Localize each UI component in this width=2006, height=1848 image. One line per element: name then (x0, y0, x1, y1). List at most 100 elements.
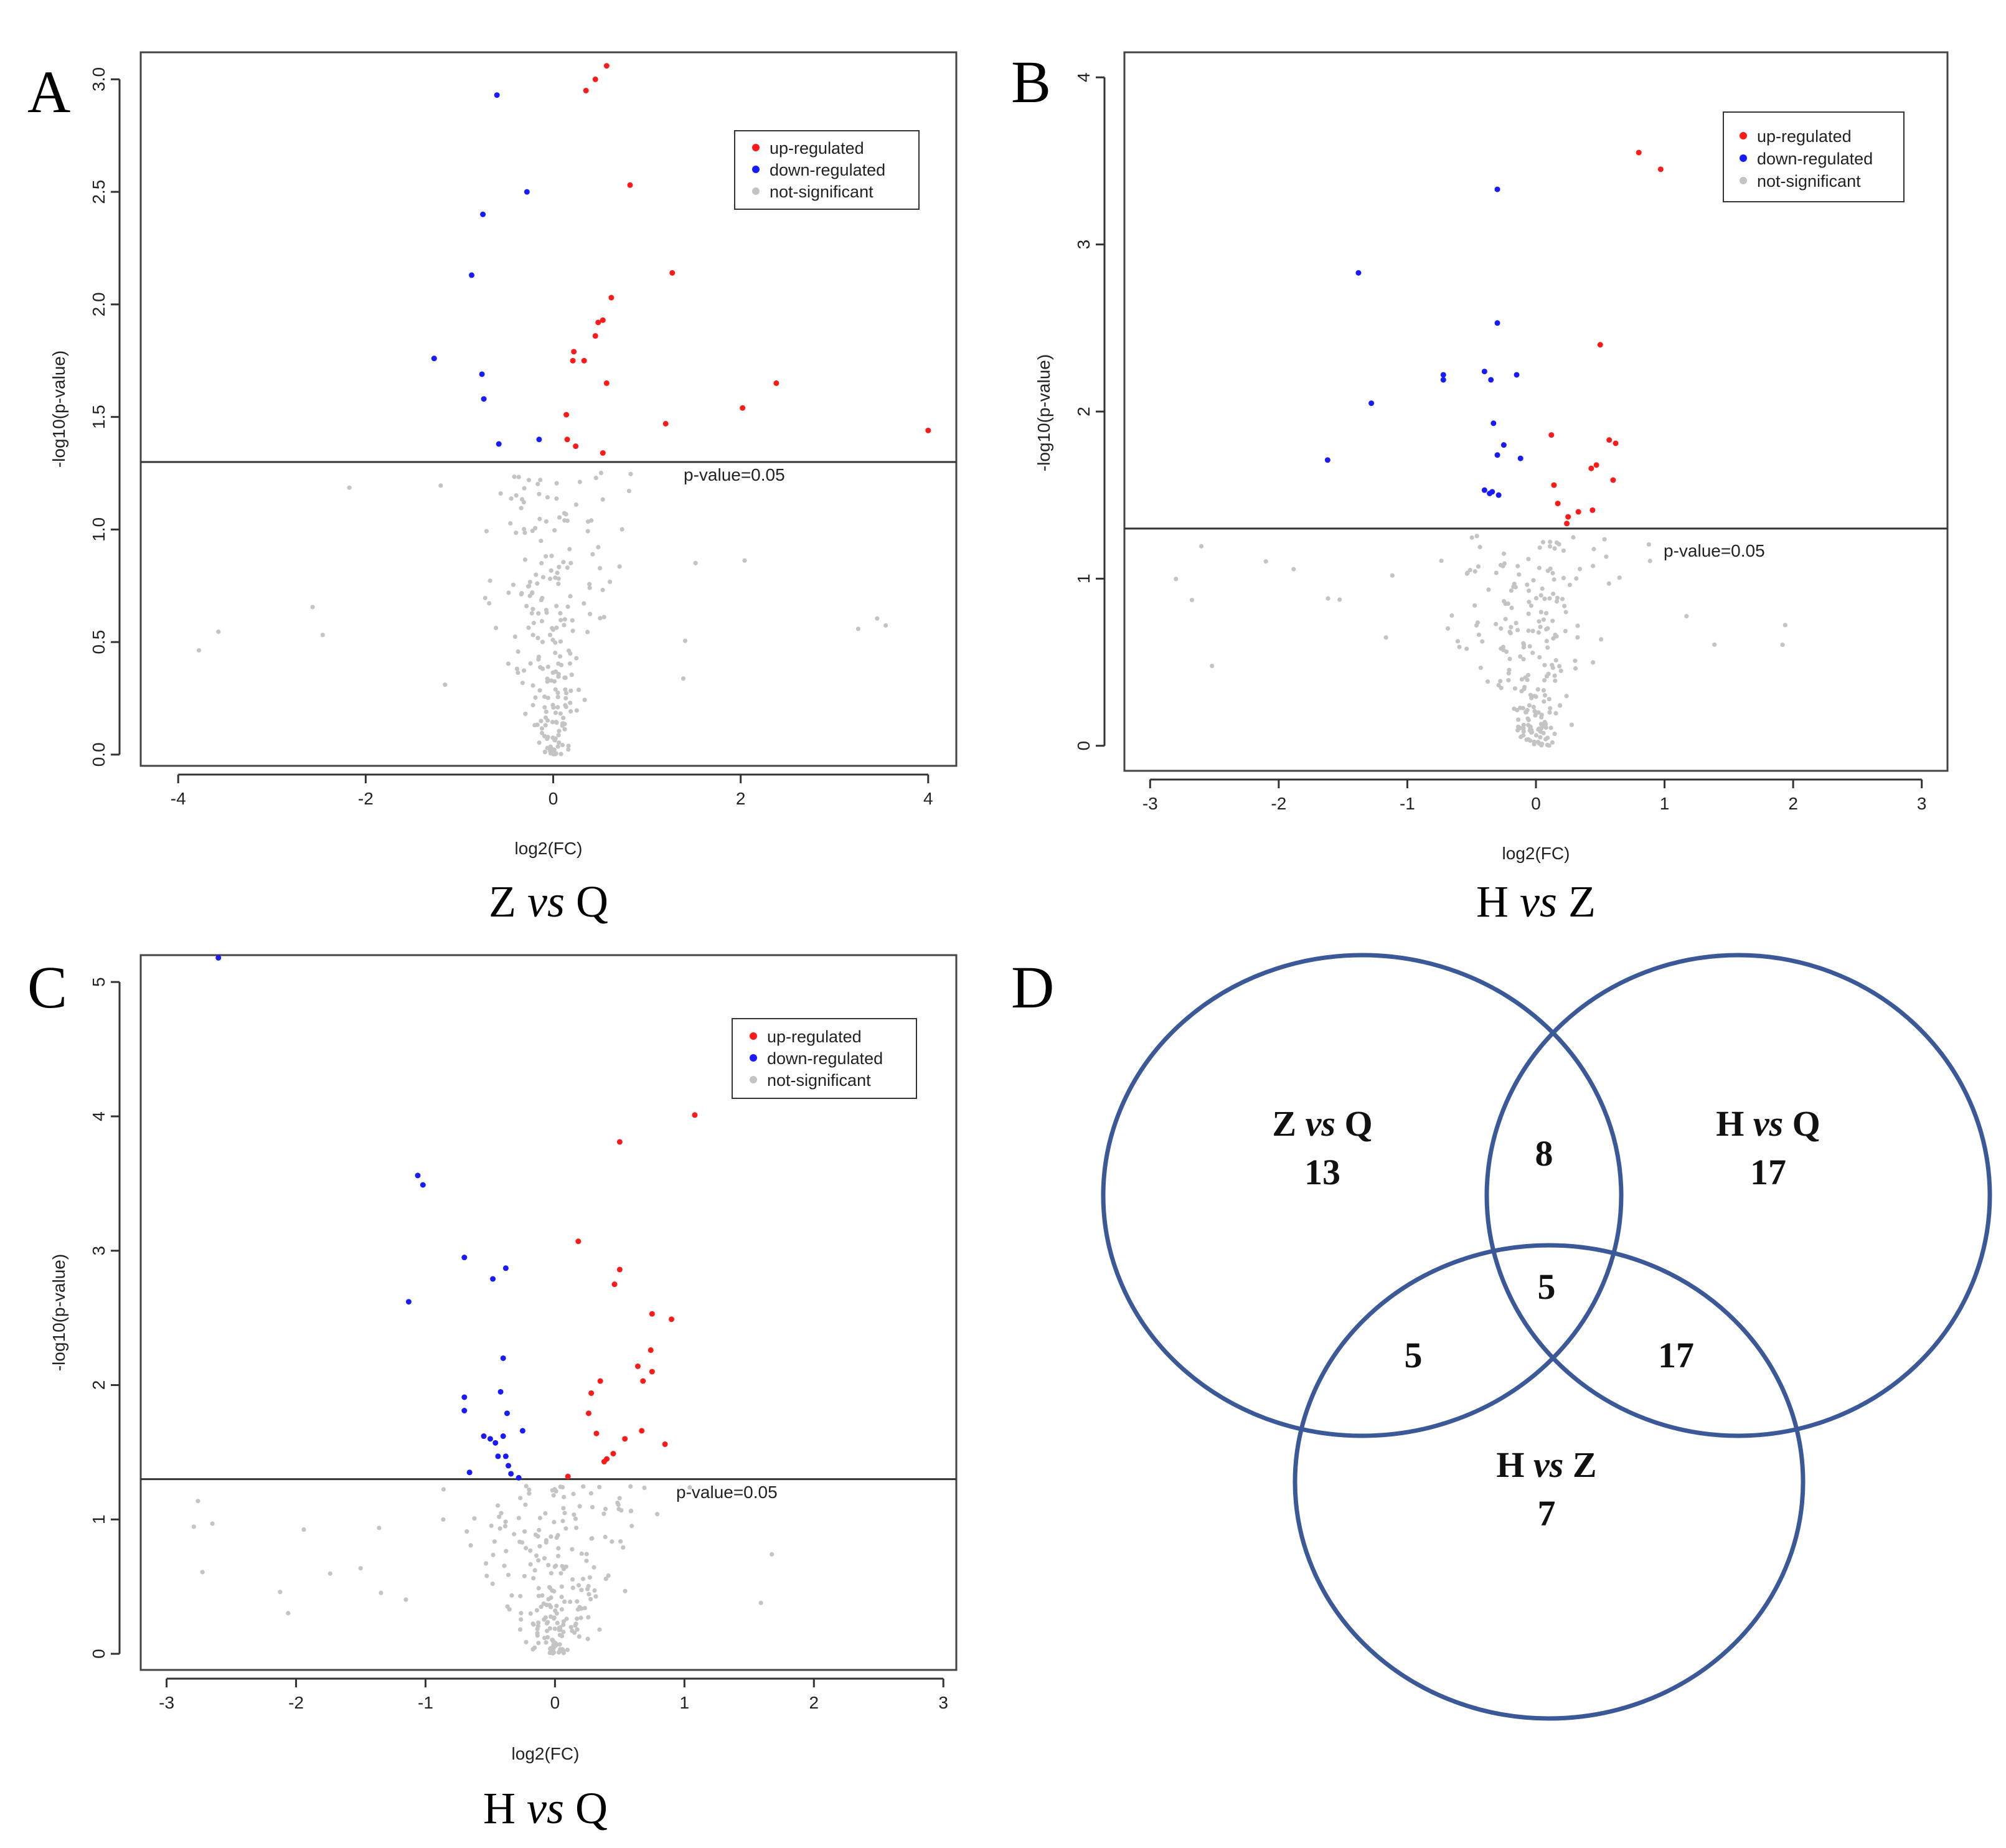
panel-a-ns-point (557, 515, 562, 520)
panel-a-ns-point (883, 623, 888, 628)
panel-b-down-point (1494, 186, 1500, 192)
panel-a-ns-point (347, 485, 352, 490)
panel-c-ns-point (507, 1607, 512, 1612)
panel-c-plot-frame (139, 954, 958, 1671)
panel-b-up-point (1564, 521, 1570, 527)
panel-c-ns-point (575, 1599, 580, 1604)
panel-a-ns-point (522, 486, 527, 491)
panel-a-up-point (573, 443, 579, 450)
panel-b-ns-point (1554, 599, 1560, 604)
venn-count-all: 5 (1538, 1266, 1556, 1307)
panel-a-ns-point (558, 639, 563, 644)
venn-label-hq: H vs Q (1716, 1103, 1820, 1144)
panel-c-up-point (593, 1430, 600, 1436)
panel-b-ns-point (1521, 722, 1526, 728)
panel-c-axes: -3 -2 -1 0 1 2 3 0 1 2 3 4 5 (89, 977, 948, 1712)
panel-c-ns-point (532, 1568, 537, 1573)
panel-b-ns-point (1606, 581, 1611, 586)
panel-c-ns-point (497, 1526, 502, 1531)
panel-b-ns-point (1445, 626, 1451, 631)
panel-a-ns-point (530, 702, 535, 708)
panel-a-ns-point (530, 683, 535, 688)
panel-c-up-point (639, 1428, 645, 1434)
panel-c-ns-point (550, 1649, 555, 1654)
panel-b-down-point (1514, 372, 1520, 378)
panel-a-ns-point (552, 738, 557, 743)
panel-c-ns-point (579, 1551, 584, 1556)
panel-b-ns-point (1390, 573, 1395, 578)
panel-b-down-point (1490, 420, 1497, 427)
panel-a-ns-point (601, 615, 606, 620)
panel-c-ns-point (535, 1631, 540, 1636)
panel-a-ns-point (554, 481, 559, 486)
panel-b-ns-point (1532, 742, 1537, 747)
panel-a-ns-point (539, 539, 544, 544)
panel-a-ns-point (558, 618, 563, 623)
panel-b-ns-point (1684, 613, 1689, 619)
panel-c-ns-point (536, 1586, 541, 1591)
panel-a-ns-point (543, 723, 548, 728)
panel-c-ns-point (551, 1646, 556, 1651)
panel-a-ns-point (570, 628, 575, 633)
panel-a-ns-point (617, 564, 622, 569)
panel-c-ns-point (584, 1552, 589, 1557)
panel-c-ns-point (537, 1544, 542, 1549)
panel-c-ns-point (191, 1524, 196, 1529)
panel-c-up-point (649, 1311, 655, 1317)
panel-c-ns-point (502, 1524, 508, 1529)
panel-c-ns-point (579, 1588, 584, 1593)
panel-c-ns-point (441, 1517, 446, 1522)
panel-c-ns-point (573, 1525, 579, 1530)
panel-c-ns-point (592, 1588, 597, 1593)
panel-a-ns-point (550, 638, 555, 643)
panel-a-ns-point (557, 728, 562, 733)
panel-c-up-point (634, 1363, 641, 1369)
panel-c-ns-point (561, 1506, 566, 1511)
panel-a-ns-point (540, 639, 545, 644)
panel-a-up-point (603, 63, 610, 69)
panel-b-ns-point (1512, 582, 1517, 587)
panel-b-ns-point (1263, 559, 1268, 564)
panel-b-ns-point (1526, 628, 1531, 633)
panel-a-ns-point (550, 670, 555, 675)
venn-circle-zq (1101, 953, 1624, 1438)
panel-a-ns-point (693, 560, 698, 565)
panel-c-ns-point (499, 1511, 504, 1516)
panel-a-ns-point (493, 626, 499, 631)
panel-c-ns-point (560, 1634, 565, 1639)
panel-c-ns-point (537, 1516, 543, 1520)
panel-a-ns-point (545, 735, 550, 740)
panel-a-ns-point (216, 629, 221, 634)
panel-b-ns-point (1543, 611, 1549, 616)
panel-a-ns-point (568, 560, 573, 565)
panel-a-down-point (496, 441, 502, 447)
panel-b-ns-point (1590, 563, 1596, 568)
panel-c-ns-point (552, 1589, 557, 1594)
panel-a-up-point (669, 270, 676, 276)
panel-c-ns-point (562, 1511, 567, 1516)
panel-b-ns-point (1498, 679, 1503, 684)
venn-count-hz-only: 7 (1538, 1493, 1556, 1534)
panel-b-ns-point (1602, 537, 1607, 542)
panel-c-ns-point (563, 1564, 568, 1569)
panel-b-ns-point (1527, 600, 1532, 605)
panel-a-ns-point (742, 558, 747, 563)
panel-b-x-tick-label: -1 (1400, 794, 1415, 813)
panel-c-ns-point (603, 1534, 608, 1540)
panel-b-ns-point (1478, 665, 1483, 671)
panel-b-ns-point (1509, 625, 1514, 629)
panel-c-ns-point (278, 1590, 283, 1595)
panel-a-ns-point (506, 590, 511, 595)
panel-a-legend-box (734, 130, 920, 210)
panel-c-ns-point (573, 1516, 578, 1521)
panel-c-ns-point (518, 1496, 523, 1501)
panel-c-ns-point (618, 1539, 623, 1544)
panel-a-ns-point (522, 557, 528, 562)
venn-count-zq-hq: 8 (1535, 1133, 1553, 1174)
panel-a-down-point (524, 189, 530, 195)
panel-b-ns-point (1518, 705, 1523, 710)
panel-c-ns-point (563, 1526, 568, 1531)
panel-a-ns-point (550, 626, 555, 631)
panel-b-ns-point (1542, 693, 1548, 698)
panel-a-up-point (592, 76, 598, 82)
